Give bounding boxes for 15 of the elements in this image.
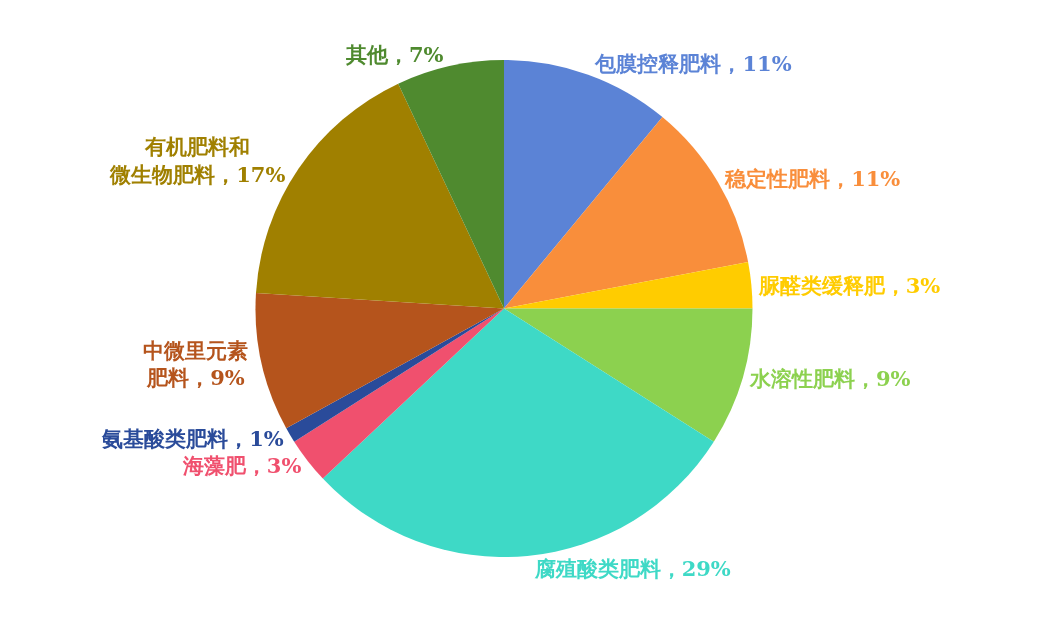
slice-label: 水溶性肥料，9% — [748, 366, 911, 392]
slice-label: 中微里元素肥料，9% — [143, 337, 249, 391]
slice-label: 包膜控释肥料，11% — [594, 51, 792, 77]
slice-label: 其他，7% — [344, 41, 444, 67]
slice-label: 腐殖酸类肥料，29% — [533, 555, 731, 581]
pie-slice — [504, 261, 753, 309]
slice-label: 脲醛类缓释肥，3% — [757, 272, 941, 298]
slice-label: 海藻肥，3% — [181, 453, 302, 478]
slice-label: 稳定性肥料，11% — [724, 166, 901, 192]
pie-slice — [322, 308, 714, 557]
pie-slice — [398, 60, 504, 309]
pie-slice — [255, 292, 504, 429]
slice-label: 有机肥料和微生物肥料，17% — [109, 134, 286, 187]
pie-slice — [286, 308, 504, 442]
slice-label: 氨基酸类肥料，1% — [101, 425, 284, 451]
